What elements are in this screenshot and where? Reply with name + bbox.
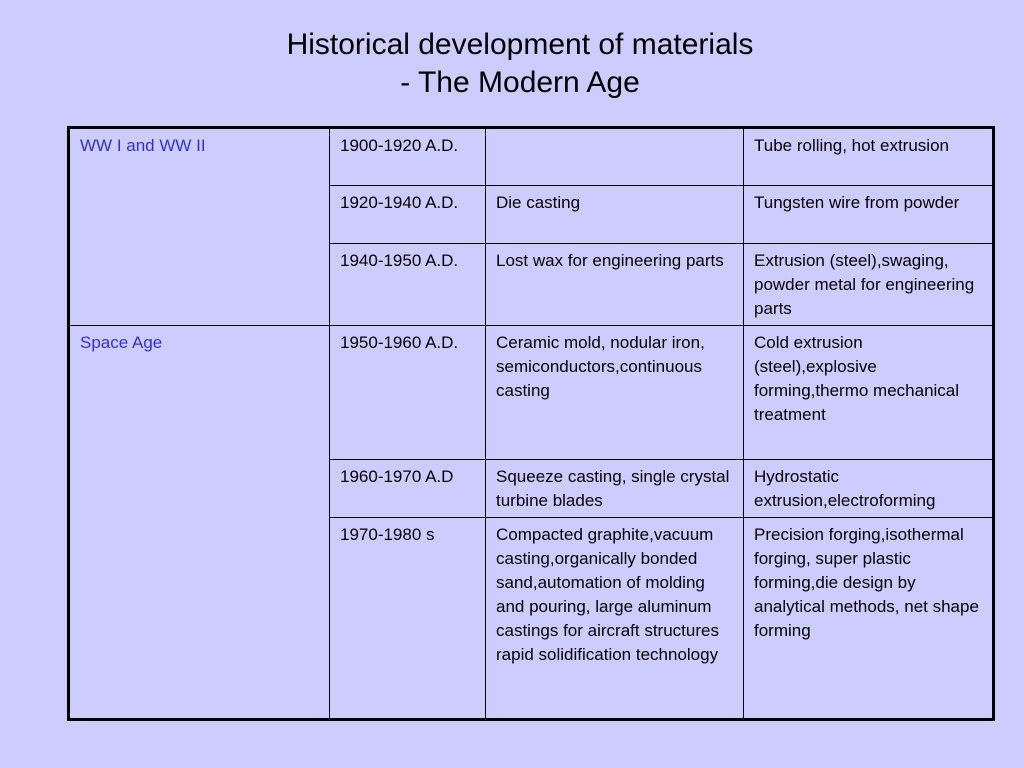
slide-title-line-1: Historical development of materials	[286, 28, 754, 61]
forming-cell: Tube rolling, hot extrusion	[743, 127, 994, 186]
materials-history-table: WW I and WW II 1900-1920 A.D. Tube rolli…	[67, 126, 995, 721]
era-cell-ww: WW I and WW II	[68, 127, 330, 326]
period-cell: 1970-1980 s	[329, 517, 486, 720]
era-cell-space: Space Age	[68, 325, 330, 720]
casting-cell	[485, 127, 744, 186]
table-row: 1940-1950 A.D. Lost wax for engineering …	[69, 243, 994, 326]
casting-cell: Compacted graphite,vacuum casting,organi…	[485, 517, 744, 720]
casting-cell: Ceramic mold, nodular iron, semiconducto…	[485, 325, 744, 460]
forming-cell: Tungsten wire from powder	[743, 185, 994, 244]
forming-cell: Hydrostatic extrusion,electroforming	[743, 459, 994, 518]
period-cell: 1940-1950 A.D.	[329, 243, 486, 326]
forming-cell: Cold extrusion (steel),explosive forming…	[743, 325, 994, 460]
slide-title: Historical development of materials - Th…	[0, 26, 1024, 102]
table-row: 1960-1970 A.D Squeeze casting, single cr…	[69, 459, 994, 518]
casting-cell: Die casting	[485, 185, 744, 244]
slide-title-line-2: - The Modern Age	[400, 66, 640, 99]
forming-cell: Precision forging,isothermal forging, su…	[743, 517, 994, 720]
casting-cell: Squeeze casting, single crystal turbine …	[485, 459, 744, 518]
table-row: Space Age 1950-1960 A.D. Ceramic mold, n…	[68, 325, 994, 720]
period-cell: 1960-1970 A.D	[329, 459, 486, 518]
table-row: 1920-1940 A.D. Die casting Tungsten wire…	[69, 185, 994, 244]
period-cell: 1900-1920 A.D.	[329, 127, 486, 186]
period-cell: 1950-1960 A.D.	[329, 325, 486, 460]
period-cell: 1920-1940 A.D.	[329, 185, 486, 244]
table-row: WW I and WW II 1900-1920 A.D. Tube rolli…	[68, 127, 994, 326]
table-row: 1970-1980 s Compacted graphite,vacuum ca…	[69, 517, 994, 720]
forming-cell: Extrusion (steel),swaging, powder metal …	[743, 243, 994, 326]
casting-cell: Lost wax for engineering parts	[485, 243, 744, 326]
